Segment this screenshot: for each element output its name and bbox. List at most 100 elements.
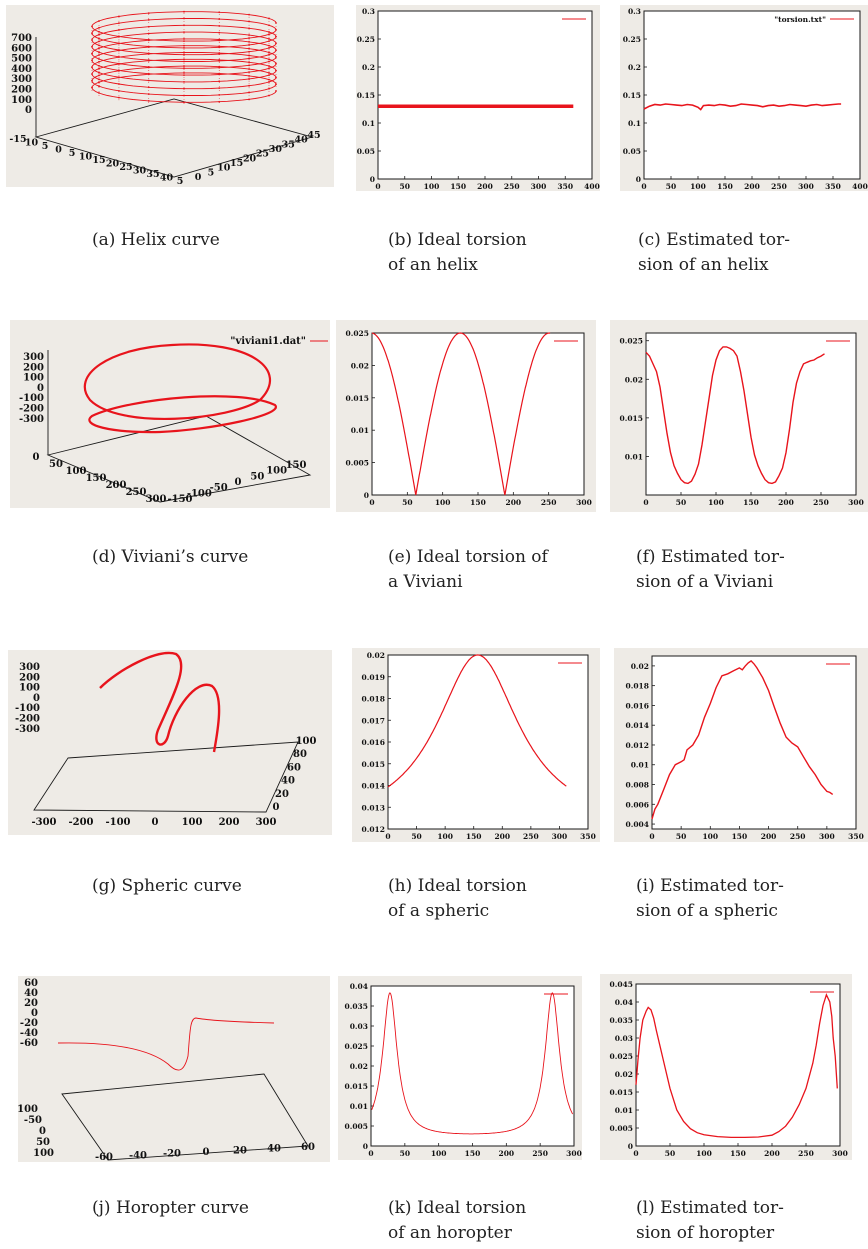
z-tick-label: 200	[11, 85, 32, 96]
y-tick-label: 0.025	[620, 337, 644, 346]
z-tick-label: -100	[15, 703, 40, 714]
plot-frame	[387, 654, 589, 830]
panel-estimated-torsion-spheric: 0 50 100 150 200 250 300 350 0.004 0.006 0.008 0.01…	[614, 648, 868, 842]
series-line	[387, 654, 567, 788]
y-tick-label: 0.01	[631, 761, 649, 770]
base-plane	[61, 1073, 309, 1161]
x-tick-label: 100	[437, 832, 453, 841]
x-tick-label: 50	[411, 832, 421, 841]
x-tick-label: 50	[665, 1149, 675, 1158]
y-tick-label: -100	[18, 1104, 38, 1115]
y-tick-label: 0.014	[362, 782, 386, 791]
helix-point	[218, 80, 221, 83]
helix-point	[248, 91, 250, 94]
y-tick-label: 0.01	[351, 426, 369, 435]
y-tick-label: 0.017	[362, 716, 386, 725]
helix-point	[268, 17, 270, 20]
y-tick-label: -50	[210, 483, 228, 494]
y-tick-label: 100	[296, 736, 317, 747]
helix-point	[118, 49, 120, 51]
helix-point	[91, 79, 93, 82]
x-tick-label: 350	[825, 182, 841, 191]
caption-line: sion of horopter	[636, 1223, 775, 1243]
helix-point	[118, 29, 120, 31]
y-tick-label: 0.02	[631, 662, 649, 671]
y-tick-label: 0.025	[345, 1042, 369, 1051]
x-tick-label: 20	[106, 159, 120, 170]
y-tick-label: 0.15	[357, 91, 375, 100]
x-tick-label: 40	[267, 1144, 281, 1155]
x-tick-label: -60	[95, 1152, 113, 1162]
panel-estimated-torsion-helix: 0 50 100 150 200 250 300 350 400 0 0.05 0.1 0.15 0.2 0…	[620, 5, 868, 191]
x-tick-label: 300	[798, 182, 814, 191]
x-tick-label: -40	[129, 1150, 147, 1161]
helix-point	[275, 62, 277, 65]
helix-point	[218, 46, 221, 49]
y-tick-label: 0	[39, 1126, 46, 1137]
helix-point	[147, 38, 150, 41]
caption-line: (e) Ideal torsion of	[388, 547, 548, 567]
y-tick-label: 0.015	[345, 1082, 369, 1091]
x-tick-label: 15	[92, 155, 105, 166]
x-tick-label: 0	[385, 832, 390, 841]
y-tick-label: 0.15	[623, 91, 641, 100]
x-tick-label: 40	[160, 173, 174, 184]
y-tick-label: 40	[281, 776, 295, 787]
helix-point	[91, 39, 93, 41]
helix-point	[248, 13, 250, 16]
x-tick-label: 0	[152, 817, 159, 828]
x-tick-label: 200	[219, 817, 240, 828]
viviani-lower-loop	[88, 395, 277, 434]
helix-point	[183, 38, 185, 40]
y-tick-label: 0.2	[628, 63, 641, 72]
caption-line: (i) Estimated tor-	[636, 876, 784, 896]
helix-point	[98, 92, 100, 94]
helix-point	[248, 61, 250, 64]
x-tick-label: 50	[676, 832, 686, 841]
x-tick-label: 5	[42, 141, 49, 152]
caption-line: (c) Estimated tor-	[638, 230, 790, 250]
z-tick-label: 100	[19, 683, 40, 694]
z-tick-label: 100	[11, 95, 32, 106]
z-tick-label: 20	[24, 998, 38, 1009]
helix-point	[248, 27, 250, 30]
helix-point	[98, 81, 100, 84]
z-tick-label: 60	[24, 978, 38, 989]
y-tick-label: 0.04	[350, 982, 368, 991]
helix-point	[91, 59, 93, 62]
z-tick-label: 0	[33, 693, 40, 704]
caption-line: (f) Estimated tor-	[636, 547, 785, 567]
helix-point	[147, 32, 150, 35]
caption-line: (h) Ideal torsion	[388, 876, 527, 896]
helix-point	[183, 81, 185, 83]
x-tick-label: 200	[106, 480, 127, 491]
y-tick-label: 0.008	[626, 781, 650, 790]
legend-label: "torsion.txt"	[774, 15, 826, 24]
y-tick-label: 0.018	[362, 695, 386, 704]
helix-point	[268, 53, 270, 56]
helix-point	[275, 76, 277, 79]
panel-spheric-curve: 300 200 100 0 -100 -200 -300 -300 -200 -100 0 100 20…	[8, 650, 332, 835]
x-tick-label: 5	[69, 148, 76, 159]
x-tick-label: 300	[566, 1149, 582, 1158]
y-tick-label: 35	[282, 139, 295, 150]
y-tick-label: 60	[287, 762, 301, 773]
y-tick-label: 0.05	[357, 147, 375, 156]
z-tick-label: 600	[11, 43, 32, 54]
x-tick-label: 250	[532, 1149, 548, 1158]
caption-c: (c) Estimated tor-sion of an helix	[638, 228, 790, 278]
helix-point	[248, 47, 250, 50]
z-tick-label: 0	[37, 383, 44, 394]
y-tick-label: 0.025	[346, 329, 370, 338]
y-tick-label: 50	[250, 471, 264, 482]
plot-frame	[643, 10, 861, 180]
helix-point	[118, 35, 120, 38]
y-tick-label: 0.02	[350, 1062, 368, 1071]
z-tick-label: 300	[19, 662, 40, 673]
y-tick-label: 0.3	[628, 7, 641, 16]
helix-point	[248, 78, 250, 80]
helix-point	[98, 33, 100, 36]
plot-frame	[377, 10, 593, 180]
helix-point	[91, 66, 93, 69]
y-tick-label: 0.01	[615, 1106, 633, 1115]
